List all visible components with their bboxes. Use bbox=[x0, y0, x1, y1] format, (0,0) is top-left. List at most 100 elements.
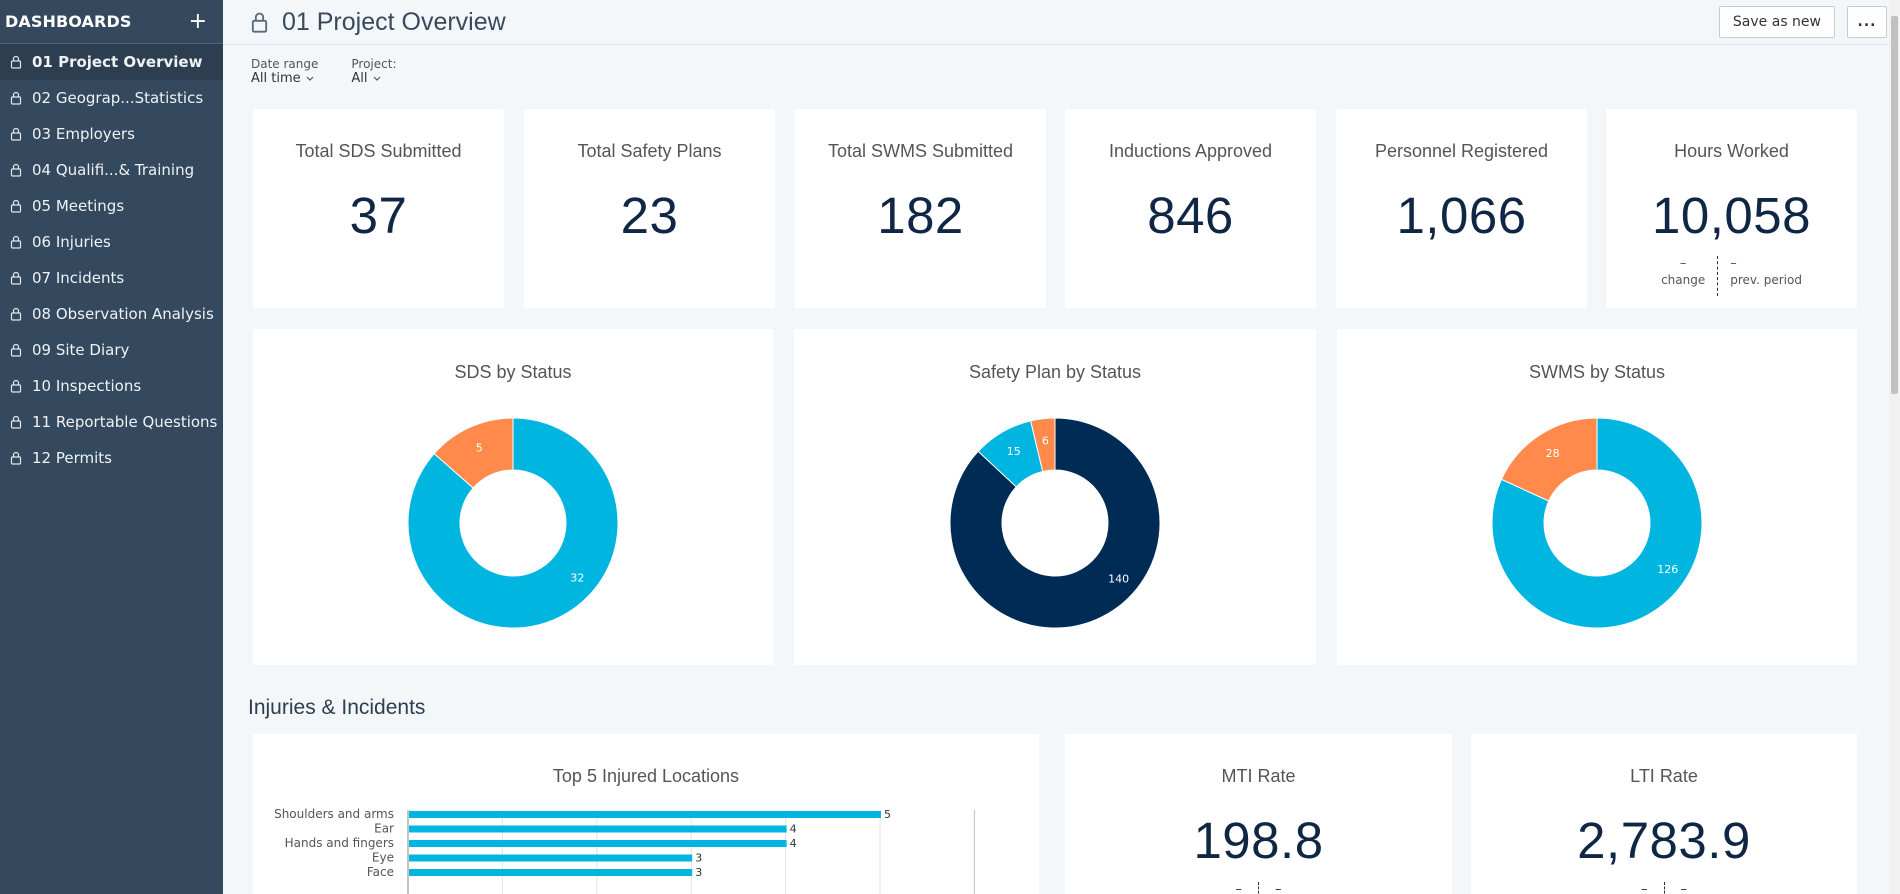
donut-slice[interactable] bbox=[433, 417, 514, 489]
sidebar-item-3[interactable]: 03 Employers bbox=[0, 116, 223, 152]
slice-value-label: 126 bbox=[1657, 563, 1678, 576]
sidebar-item-4[interactable]: 04 Qualifi...& Training bbox=[0, 152, 223, 188]
bar-category-label: Hands and fingers bbox=[285, 836, 394, 850]
sidebar-item-8[interactable]: 08 Observation Analysis bbox=[0, 296, 223, 332]
bar-value-label: 3 bbox=[695, 866, 702, 879]
date-range-filter[interactable]: Date range All time bbox=[251, 57, 318, 97]
lock-icon bbox=[10, 127, 22, 141]
sidebar-item-label: 09 Site Diary bbox=[32, 341, 130, 359]
slice-value-label: 140 bbox=[1108, 572, 1129, 585]
mti-rate-card: MTI Rate 198.8 – – bbox=[1065, 734, 1452, 894]
project-label: Project: bbox=[351, 57, 397, 71]
chevron-down-icon bbox=[373, 76, 380, 81]
sidebar-item-2[interactable]: 02 Geograp...Statistics bbox=[0, 80, 223, 116]
lock-icon bbox=[10, 307, 22, 321]
sidebar-item-9[interactable]: 09 Site Diary bbox=[0, 332, 223, 368]
scrollbar[interactable] bbox=[1889, 0, 1900, 894]
kpi-title: Total SWMS Submitted bbox=[827, 141, 1014, 161]
sidebar-item-label: 04 Qualifi...& Training bbox=[32, 161, 195, 179]
bar[interactable] bbox=[409, 811, 881, 818]
bar[interactable] bbox=[409, 854, 693, 862]
donut-slice[interactable] bbox=[1030, 417, 1056, 473]
sidebar-item-label: 07 Incidents bbox=[32, 269, 125, 287]
kpi-title: Total SDS Submitted bbox=[295, 141, 462, 161]
project-filter[interactable]: Project: All bbox=[351, 57, 396, 97]
kpi-value: 182 bbox=[877, 187, 964, 244]
more-options-button[interactable]: ... bbox=[1847, 6, 1887, 38]
sidebar-item-label: 05 Meetings bbox=[32, 197, 125, 215]
sidebar-item-11[interactable]: 11 Reportable Questions bbox=[0, 404, 223, 440]
bar[interactable] bbox=[409, 869, 693, 876]
donut-slice[interactable] bbox=[1491, 417, 1703, 629]
add-dashboard-button[interactable]: + bbox=[188, 8, 207, 34]
donut-slice[interactable] bbox=[949, 417, 1161, 629]
section-title: Injuries & Incidents bbox=[248, 696, 426, 719]
date-range-label: Date range bbox=[251, 57, 319, 71]
sidebar-item-label: 08 Observation Analysis bbox=[32, 305, 214, 323]
change-value: – bbox=[1235, 882, 1243, 894]
sidebar-item-5[interactable]: 05 Meetings bbox=[0, 188, 223, 224]
sidebar-item-6[interactable]: 06 Injuries bbox=[0, 224, 223, 260]
sidebar-item-label: 11 Reportable Questions bbox=[32, 413, 218, 431]
chevron-down-icon bbox=[306, 76, 314, 81]
donut-slice[interactable] bbox=[407, 417, 619, 629]
bar-value-label: 4 bbox=[790, 837, 797, 850]
safety-plan-status-donut: 140 15 6 bbox=[949, 417, 1161, 629]
slice-value-label: 32 bbox=[570, 572, 584, 585]
sidebar-item-label: 01 Project Overview bbox=[32, 53, 203, 71]
kpi-title: Total Safety Plans bbox=[577, 141, 722, 161]
kpi-card: Total Safety Plans 23 bbox=[524, 109, 775, 308]
sidebar-item-label: 10 Inspections bbox=[32, 377, 142, 395]
injured-locations-bar-chart: Shoulders and arms 5 Ear 4 Hands and fingers… bbox=[274, 807, 975, 894]
change-value: – bbox=[1641, 882, 1648, 894]
kpi-title: Inductions Approved bbox=[1108, 141, 1273, 161]
sidebar: DASHBOARDS + 01 Project Overview 02 Geogr… bbox=[0, 0, 223, 894]
sidebar-item-label: 03 Employers bbox=[32, 125, 135, 143]
prev-period-value: – bbox=[1730, 256, 1737, 271]
lock-icon bbox=[10, 163, 22, 177]
prev-period-value: – bbox=[1275, 882, 1282, 894]
top-bar: 01 Project Overview Save as new ... bbox=[223, 0, 1889, 45]
lock-icon bbox=[10, 91, 22, 105]
save-as-new-button[interactable]: Save as new bbox=[1718, 6, 1835, 38]
slice-value-label: 28 bbox=[1546, 447, 1560, 460]
kpi-title: Personnel Registered bbox=[1374, 141, 1549, 161]
divider bbox=[1663, 882, 1665, 894]
sidebar-item-label: 12 Permits bbox=[32, 449, 112, 467]
bar[interactable] bbox=[409, 825, 787, 833]
kpi-value: 37 bbox=[349, 187, 408, 244]
project-value[interactable]: All bbox=[351, 71, 368, 86]
bar-value-label: 4 bbox=[790, 823, 797, 836]
sidebar-item-1[interactable]: 01 Project Overview bbox=[0, 44, 223, 80]
kpi-card: Total SDS Submitted 37 bbox=[253, 109, 504, 308]
kpi-title: MTI Rate bbox=[1221, 766, 1296, 786]
chart-title: SDS by Status bbox=[454, 362, 572, 382]
kpi-card: Total SWMS Submitted 182 bbox=[795, 109, 1046, 308]
sidebar-header: DASHBOARDS + bbox=[0, 0, 223, 44]
prev-period-value: – bbox=[1680, 882, 1688, 894]
sidebar-list: 01 Project Overview 02 Geograp...Statisti… bbox=[0, 44, 223, 476]
slice-value-label: 6 bbox=[1042, 435, 1049, 448]
divider bbox=[1258, 882, 1259, 894]
date-range-value[interactable]: All time bbox=[251, 71, 301, 86]
sds-status-chart-card: SDS by Status 32 5 bbox=[253, 329, 773, 665]
chart-title: Safety Plan by Status bbox=[968, 362, 1142, 382]
donut-slice[interactable] bbox=[1500, 417, 1598, 502]
kpi-value: 10,058 bbox=[1652, 187, 1811, 244]
lock-icon bbox=[10, 199, 22, 213]
kpi-title: Hours Worked bbox=[1674, 141, 1789, 161]
sidebar-item-10[interactable]: 10 Inspections bbox=[0, 368, 223, 404]
kpi-value: 846 bbox=[1147, 187, 1234, 244]
scrollbar-thumb[interactable] bbox=[1891, 16, 1898, 394]
bar-value-label: 5 bbox=[884, 808, 891, 821]
lock-icon bbox=[10, 379, 22, 393]
bar-category-label: Face bbox=[367, 865, 394, 879]
chart-title: SWMS by Status bbox=[1528, 362, 1666, 382]
sidebar-item-12[interactable]: 12 Permits bbox=[0, 440, 223, 476]
sidebar-item-7[interactable]: 07 Incidents bbox=[0, 260, 223, 296]
swms-status-chart-card: SWMS by Status 126 28 bbox=[1337, 329, 1857, 665]
sidebar-item-label: 02 Geograp...Statistics bbox=[32, 89, 204, 107]
bar[interactable] bbox=[409, 840, 787, 847]
kpi-value: 2,783.9 bbox=[1577, 812, 1751, 869]
kpi-value: 1,066 bbox=[1396, 187, 1527, 244]
